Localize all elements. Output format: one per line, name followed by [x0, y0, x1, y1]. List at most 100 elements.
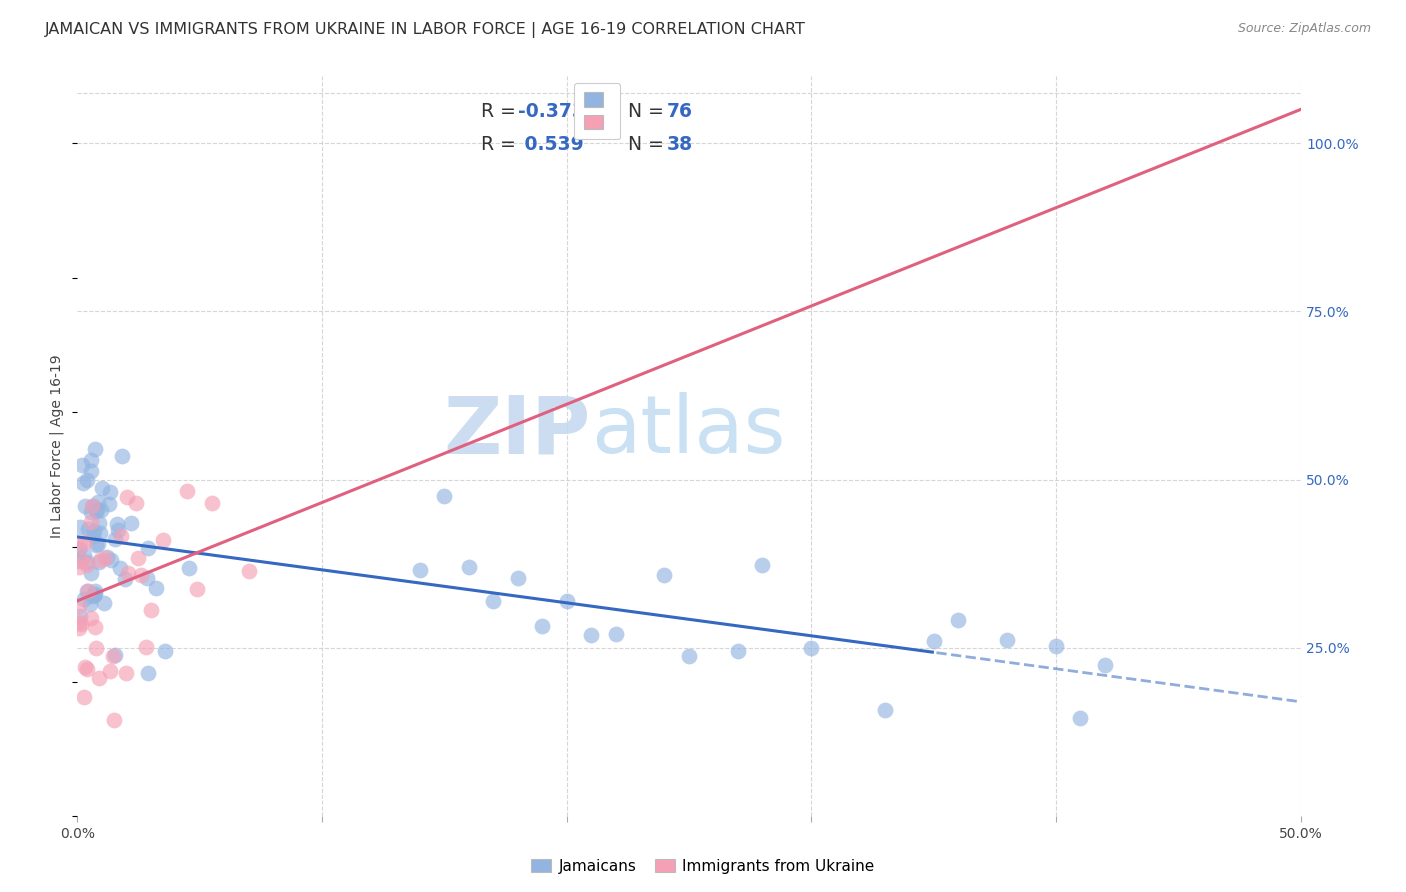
Point — [186, 582, 208, 596]
Point — [80, 464, 103, 478]
Point — [946, 613, 969, 627]
Point — [97, 497, 120, 511]
Point — [96, 550, 118, 565]
Point — [605, 627, 627, 641]
Point — [67, 554, 90, 568]
Point — [77, 522, 100, 536]
Point — [457, 560, 479, 574]
Point — [89, 672, 111, 686]
Point — [67, 560, 90, 574]
Point — [79, 515, 101, 529]
Point — [73, 591, 96, 606]
Point — [727, 644, 749, 658]
Point — [67, 599, 90, 613]
Point — [69, 520, 91, 534]
Point — [80, 611, 103, 625]
Point — [89, 552, 111, 566]
Point — [1069, 711, 1091, 725]
Point — [75, 534, 97, 549]
Text: R =: R = — [481, 136, 522, 154]
Point — [76, 558, 98, 573]
Point — [87, 494, 110, 508]
Point — [72, 476, 94, 491]
Point — [120, 516, 142, 530]
Point — [107, 524, 129, 538]
Point — [84, 640, 107, 655]
Point — [90, 503, 112, 517]
Point — [86, 503, 108, 517]
Point — [76, 662, 98, 676]
Point — [105, 517, 128, 532]
Text: ZIP: ZIP — [444, 392, 591, 470]
Point — [70, 458, 93, 473]
Text: Source: ZipAtlas.com: Source: ZipAtlas.com — [1237, 22, 1371, 36]
Point — [84, 442, 107, 456]
Point — [93, 550, 115, 565]
Point — [73, 499, 96, 513]
Point — [201, 496, 224, 510]
Point — [654, 568, 676, 582]
Point — [129, 568, 152, 582]
Point — [114, 572, 136, 586]
Text: N =: N = — [616, 136, 669, 154]
Point — [87, 555, 110, 569]
Point — [409, 563, 432, 577]
Text: atlas: atlas — [591, 392, 786, 470]
Text: -0.373: -0.373 — [517, 102, 585, 120]
Point — [115, 665, 138, 680]
Point — [555, 594, 578, 608]
Point — [155, 644, 177, 658]
Point — [922, 634, 945, 648]
Point — [82, 500, 104, 514]
Point — [76, 584, 98, 599]
Point — [110, 529, 132, 543]
Point — [76, 555, 98, 569]
Text: R =: R = — [481, 102, 522, 120]
Point — [104, 648, 127, 662]
Point — [84, 584, 107, 599]
Point — [873, 703, 896, 717]
Point — [75, 659, 97, 673]
Point — [433, 490, 456, 504]
Point — [103, 713, 125, 727]
Point — [995, 632, 1018, 647]
Point — [125, 496, 148, 510]
Point — [82, 590, 104, 604]
Point — [127, 551, 149, 566]
Point — [80, 505, 103, 519]
Point — [115, 490, 138, 504]
Y-axis label: In Labor Force | Age 16-19: In Labor Force | Age 16-19 — [49, 354, 65, 538]
Point — [1094, 658, 1116, 673]
Point — [86, 537, 108, 551]
Point — [73, 690, 96, 704]
Point — [84, 587, 107, 601]
Point — [136, 541, 159, 556]
Point — [139, 602, 162, 616]
Point — [70, 553, 93, 567]
Point — [110, 561, 132, 575]
Point — [67, 621, 90, 635]
Point — [136, 666, 159, 681]
Point — [80, 453, 103, 467]
Point — [82, 500, 104, 514]
Point — [506, 571, 529, 585]
Point — [73, 549, 96, 563]
Text: JAMAICAN VS IMMIGRANTS FROM UKRAINE IN LABOR FORCE | AGE 16-19 CORRELATION CHART: JAMAICAN VS IMMIGRANTS FROM UKRAINE IN L… — [45, 22, 806, 38]
Point — [111, 449, 134, 463]
Point — [531, 619, 554, 633]
Text: 76: 76 — [666, 102, 693, 120]
Point — [482, 594, 505, 608]
Point — [179, 561, 201, 575]
Point — [77, 583, 100, 598]
Point — [1045, 639, 1067, 653]
Point — [69, 608, 91, 623]
Point — [76, 474, 98, 488]
Point — [80, 566, 103, 581]
Text: 0.539: 0.539 — [517, 136, 583, 154]
Point — [83, 524, 105, 539]
Point — [100, 553, 122, 567]
Point — [67, 542, 90, 557]
Point — [98, 665, 121, 679]
Point — [70, 617, 93, 632]
Point — [89, 526, 111, 541]
